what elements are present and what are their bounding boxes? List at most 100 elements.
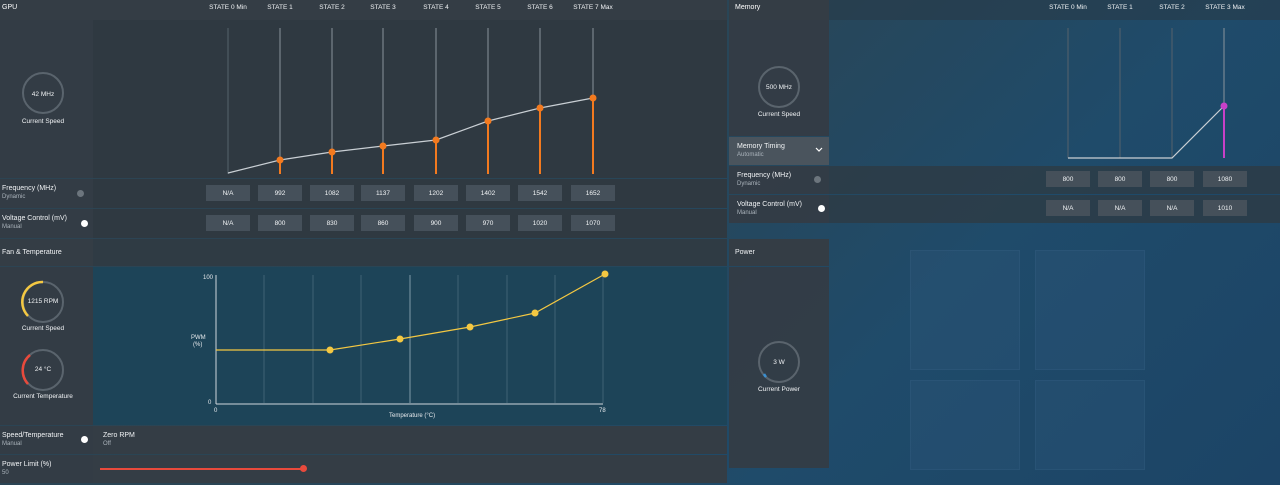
memory-frequency-state-2[interactable]: 800	[1150, 171, 1194, 187]
memory-speed-gauge	[758, 66, 800, 108]
window-reflection	[910, 250, 1020, 370]
memory-state-1-label: STATE 1	[1107, 4, 1133, 11]
memory-voltage-state-2[interactable]: N/A	[1150, 200, 1194, 216]
memory-frequency-row-label: Frequency (MHz) Dynamic	[729, 166, 829, 194]
gpu-voltage-state-1[interactable]: 800	[258, 215, 302, 231]
gpu-state-chart	[93, 20, 727, 178]
gpu-speed-value: 42 MHz	[31, 91, 55, 98]
power-title: Power	[735, 249, 755, 256]
fan-point-2[interactable]	[396, 335, 404, 343]
gpu-header-left: GPU	[0, 0, 93, 20]
memory-voltage-state-3[interactable]: 1010	[1203, 200, 1247, 216]
gpu-voltage-state-2[interactable]: 830	[310, 215, 354, 231]
gpu-voltage-state-7[interactable]: 1070	[571, 215, 615, 231]
gpu-state-1-handle[interactable]	[276, 156, 284, 164]
fan-ylabel-line2: (%)	[193, 342, 202, 348]
fan-point-3[interactable]	[466, 323, 474, 331]
gpu-frequency-state-5[interactable]: 1402	[466, 185, 510, 201]
power-limit-label: Power Limit (%)	[2, 461, 52, 468]
power-limit-value: 50	[2, 470, 9, 476]
memory-state-3-handle[interactable]	[1220, 102, 1228, 110]
memory-frequency-state-3[interactable]: 1080	[1203, 171, 1247, 187]
power-limit-row: Power Limit (%) 50	[0, 455, 93, 483]
gpu-state-5-label: STATE 5	[475, 4, 501, 11]
power-gauge-panel: 3 W Current Power	[729, 267, 829, 468]
fan-x-left-tick: 0	[214, 408, 218, 414]
power-label: Current Power	[758, 386, 800, 393]
gpu-frequency-state-0[interactable]: N/A	[206, 185, 250, 201]
fan-rpm-value: 1215 RPM	[27, 298, 59, 305]
memory-timing-label: Memory Timing	[737, 143, 785, 150]
gpu-frequency-mode: Dynamic	[2, 194, 26, 200]
gpu-state-3-handle[interactable]	[379, 142, 387, 150]
gpu-state-1-label: STATE 1	[267, 4, 293, 11]
fan-xlabel: Temperature (°C)	[389, 413, 435, 419]
gpu-state-7-handle[interactable]	[589, 94, 597, 102]
gpu-frequency-state-1[interactable]: 992	[258, 185, 302, 201]
gpu-frequency-state-2[interactable]: 1082	[310, 185, 354, 201]
window-reflection	[1035, 250, 1145, 370]
power-limit-slider-area	[93, 455, 727, 483]
gpu-voltage-state-4[interactable]: 900	[414, 215, 458, 231]
fan-header-bar	[93, 239, 727, 266]
speed-temp-toggle[interactable]	[81, 436, 88, 443]
memory-title: Memory	[735, 4, 761, 11]
gpu-state-6-handle[interactable]	[536, 104, 544, 112]
gpu-frequency-state-6[interactable]: 1542	[518, 185, 562, 201]
memory-voltage-values: N/A N/A N/A 1010	[829, 195, 1280, 223]
power-limit-handle[interactable]	[300, 465, 307, 472]
memory-frequency-mode: Dynamic	[737, 181, 761, 187]
memory-frequency-state-1[interactable]: 800	[1098, 171, 1142, 187]
fan-gauge-panel: 1215 RPM Current Speed 24 °C Current Tem…	[0, 267, 93, 425]
gpu-voltage-state-6[interactable]: 1020	[518, 215, 562, 231]
gpu-voltage-row-label: Voltage Control (mV) Manual	[0, 209, 93, 238]
fan-temp-label: Current Temperature	[13, 393, 73, 400]
gpu-voltage-values: N/A 800 830 860 900 970 1020 1070	[93, 209, 727, 238]
fan-temp-value: 24 °C	[34, 366, 52, 373]
zero-rpm-label[interactable]: Zero RPM	[103, 432, 135, 439]
speed-temp-row: Speed/Temperature Manual	[0, 426, 93, 454]
memory-header-left: Memory	[729, 0, 829, 20]
fan-point-1[interactable]	[326, 346, 334, 354]
memory-state-3-label: STATE 3 Max	[1205, 4, 1245, 11]
fan-point-5[interactable]	[601, 270, 609, 278]
gpu-gauge-panel: 42 MHz Current Speed	[0, 20, 93, 178]
gpu-state-2-handle[interactable]	[328, 148, 336, 156]
gpu-frequency-state-3[interactable]: 1137	[361, 185, 405, 201]
gpu-voltage-mode: Manual	[2, 224, 22, 230]
memory-voltage-state-1[interactable]: N/A	[1098, 200, 1142, 216]
gpu-state-header: STATE 0 Min STATE 1 STATE 2 STATE 3 STAT…	[93, 0, 727, 20]
memory-state-curve	[1067, 28, 1228, 159]
gpu-frequency-state-4[interactable]: 1202	[414, 185, 458, 201]
zero-rpm-mode: Off	[103, 441, 111, 447]
gpu-state-4-handle[interactable]	[432, 136, 440, 144]
fan-point-4[interactable]	[531, 309, 539, 317]
memory-frequency-values: 800 800 800 1080	[829, 166, 1280, 194]
gpu-frequency-values: N/A 992 1082 1137 1202 1402 1542 1652	[93, 179, 727, 208]
fan-curve-line	[216, 273, 606, 351]
gpu-state-5-handle[interactable]	[484, 117, 492, 125]
memory-timing-dropdown[interactable]: Memory Timing Automatic	[729, 137, 829, 165]
gpu-title: GPU	[2, 4, 18, 11]
gpu-frequency-toggle[interactable]	[77, 190, 84, 197]
gpu-voltage-toggle[interactable]	[81, 220, 88, 227]
gpu-voltage-state-3[interactable]: 860	[361, 215, 405, 231]
window-reflection	[910, 380, 1020, 470]
memory-gauge-panel: 500 MHz Current Speed	[729, 20, 829, 136]
gpu-voltage-state-0[interactable]: N/A	[206, 215, 250, 231]
fan-curve-chart: 100 0 0 78 PWM (%) Temperature (°C)	[191, 270, 609, 419]
gpu-frequency-state-7[interactable]: 1652	[571, 185, 615, 201]
memory-voltage-toggle[interactable]	[818, 205, 825, 212]
memory-voltage-state-0[interactable]: N/A	[1046, 200, 1090, 216]
zero-rpm-row: Zero RPM Off	[93, 426, 727, 454]
fan-rpm-gauge	[21, 280, 64, 323]
memory-state-2-label: STATE 2	[1159, 4, 1185, 11]
speed-temp-mode: Manual	[2, 441, 22, 447]
memory-frequency-state-0[interactable]: 800	[1046, 171, 1090, 187]
chevron-down-icon	[815, 147, 823, 152]
gpu-voltage-state-5[interactable]: 970	[466, 215, 510, 231]
memory-voltage-row-label: Voltage Control (mV) Manual	[729, 195, 829, 223]
memory-frequency-toggle[interactable]	[814, 176, 821, 183]
memory-voltage-mode: Manual	[737, 210, 757, 216]
gpu-state-3-label: STATE 3	[370, 4, 396, 11]
